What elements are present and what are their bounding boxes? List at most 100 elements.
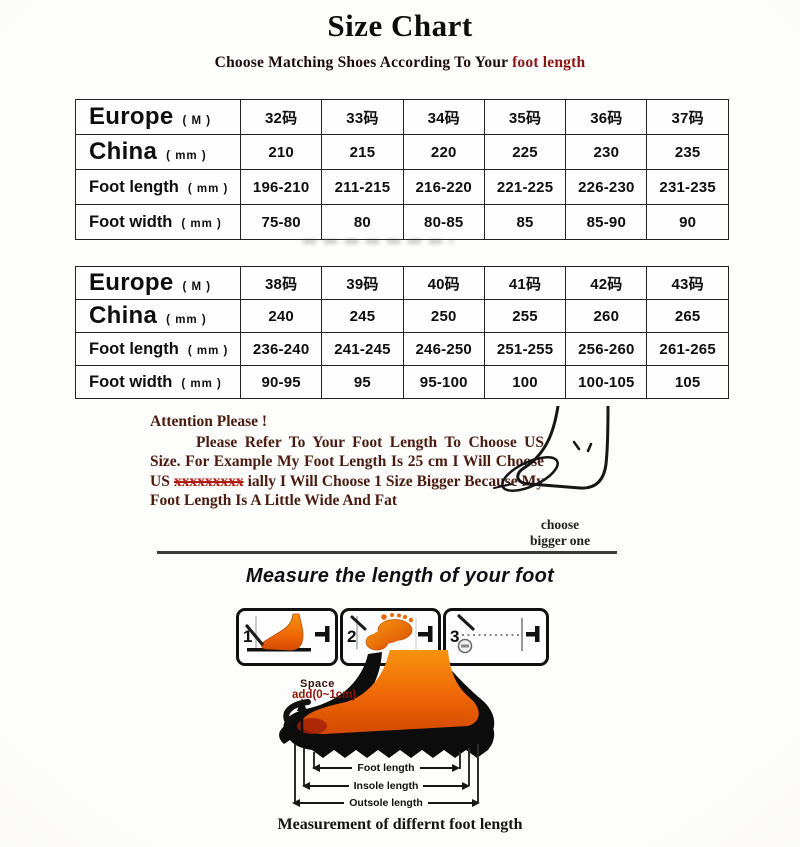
size-value-cell: 90 [646, 204, 729, 240]
size-value-cell: 210 [239, 134, 323, 170]
bracket-line [459, 752, 461, 769]
redacted-text: xxxxxxxxx [173, 472, 244, 490]
size-value-cell: 85 [483, 204, 567, 240]
arrowhead-left [312, 764, 320, 772]
size-value-cell: 265 [646, 299, 729, 333]
size-value-cell: 251-255 [483, 332, 567, 366]
bracket-line [294, 744, 296, 802]
step-number: 1 [243, 627, 253, 646]
table-row: Europe( M ) 38码 39码 40码 41码 42码 43码 [75, 266, 729, 300]
row-label-cell: Foot width( mm ) [75, 204, 241, 240]
subtitle-main: Choose Matching Shoes According To Your [214, 54, 513, 71]
size-value-cell: 240 [239, 299, 323, 333]
size-value-cell: 255 [483, 299, 567, 333]
size-table-upper: Europe( M ) 32码 33码 34码 35码 36码 37码 Chin… [75, 99, 729, 240]
size-value-cell: 211-215 [321, 169, 404, 205]
size-value-cell: 43码 [646, 266, 729, 300]
row-label-cell: Foot length( mm ) [75, 169, 241, 205]
table-row: Foot length( mm ) 196-210 211-215 216-22… [75, 169, 729, 205]
table-row: Foot width( mm ) 90-95 95 95-100 100 100… [75, 365, 729, 399]
step-3-box: 3 [443, 608, 549, 666]
row-label-cell: China( mm ) [75, 299, 241, 333]
size-value-cell: 32码 [239, 99, 323, 135]
step1-foot-side-icon [245, 613, 330, 652]
page-title: Size Chart [327, 8, 473, 43]
diagram-caption: Measurement of differnt foot length [277, 816, 523, 833]
arrowhead-left [302, 782, 310, 790]
choose-bigger-note: choose bigger one [529, 517, 591, 548]
size-value-cell: 95-100 [402, 365, 485, 399]
size-value-cell: 85-90 [565, 204, 648, 240]
size-value-cell: 231-235 [646, 169, 729, 205]
size-value-cell: 90-95 [239, 365, 323, 399]
arrow-label: Insole length [353, 780, 419, 792]
watermark-smudge [303, 236, 453, 246]
subtitle: Choose Matching Shoes According To Your … [0, 54, 800, 72]
size-value-cell: 33码 [321, 99, 404, 135]
foot-length-arrow: Foot length [312, 762, 460, 774]
size-value-cell: 80 [321, 204, 404, 240]
attention-heading: Attention Please ! [150, 413, 268, 430]
size-value-cell: 35码 [483, 99, 567, 135]
divider-line [157, 551, 617, 554]
size-value-cell: 226-230 [565, 169, 648, 205]
step3-ruler-tape-icon [457, 614, 540, 654]
size-value-cell: 34码 [402, 99, 485, 135]
size-value-cell: 41码 [483, 266, 567, 300]
size-value-cell: 230 [565, 134, 648, 170]
size-value-cell: 75-80 [239, 204, 323, 240]
arrow-label: Foot length [357, 762, 415, 774]
size-value-cell: 80-85 [402, 204, 485, 240]
attention-paragraph: Please Refer To Your Foot Length To Choo… [150, 433, 544, 510]
table-row: China( mm ) 210 215 220 225 230 235 [75, 134, 729, 170]
row-label-cell: Foot length( mm ) [75, 332, 241, 366]
bracket-line [477, 744, 479, 802]
size-value-cell: 42码 [565, 266, 648, 300]
size-value-cell: 38码 [239, 266, 323, 300]
size-value-cell: 215 [321, 134, 404, 170]
row-label-cell: China( mm ) [75, 134, 241, 170]
arrowhead-left [292, 799, 300, 807]
row-label-cell: Europe( M ) [75, 266, 241, 300]
size-value-cell: 225 [483, 134, 567, 170]
size-value-cell: 37码 [646, 99, 729, 135]
size-value-cell: 39码 [321, 266, 404, 300]
measure-heading: Measure the length of your foot [245, 565, 555, 587]
insole-length-arrow: Insole length [302, 780, 471, 792]
size-value-cell: 261-265 [646, 332, 729, 366]
step-number: 2 [347, 627, 357, 646]
size-value-cell: 105 [646, 365, 729, 399]
size-value-cell: 221-225 [483, 169, 567, 205]
size-value-cell: 245 [321, 299, 404, 333]
step2-footprint-icon [350, 613, 433, 651]
step-number: 3 [450, 627, 460, 646]
ankle-foot-sketch [493, 406, 610, 492]
size-value-cell: 95 [321, 365, 404, 399]
size-value-cell: 100-105 [565, 365, 648, 399]
size-value-cell: 100 [483, 365, 567, 399]
arrowhead-right [462, 782, 471, 790]
table-row: Foot width( mm ) 75-80 80 80-85 85 85-90… [75, 204, 729, 240]
space-label-line2: add(0~1cm) [292, 689, 357, 701]
size-value-cell: 241-245 [321, 332, 404, 366]
table-row: Europe( M ) 32码 33码 34码 35码 36码 37码 [75, 99, 729, 135]
subtitle-accent: foot length [512, 54, 586, 71]
size-value-cell: 256-260 [565, 332, 648, 366]
attention-note: Attention Please ! Please Refer To Your … [150, 412, 544, 511]
size-value-cell: 36码 [565, 99, 648, 135]
size-value-cell: 235 [646, 134, 729, 170]
size-value-cell: 250 [402, 299, 485, 333]
size-value-cell: 260 [565, 299, 648, 333]
row-label-cell: Europe( M ) [75, 99, 241, 135]
table-row: Foot length( mm ) 236-240 241-245 246-25… [75, 332, 729, 366]
size-value-cell: 216-220 [402, 169, 485, 205]
table-row: China( mm ) 240 245 250 255 260 265 [75, 299, 729, 333]
bracket-line [468, 748, 470, 786]
arrowhead-right [472, 799, 480, 807]
bracket-line [313, 752, 315, 769]
space-label-line1: Space [300, 678, 335, 690]
size-value-cell: 246-250 [402, 332, 485, 366]
outsole-length-arrow: Outsole length [292, 797, 480, 809]
row-label-cell: Foot width( mm ) [75, 365, 241, 399]
